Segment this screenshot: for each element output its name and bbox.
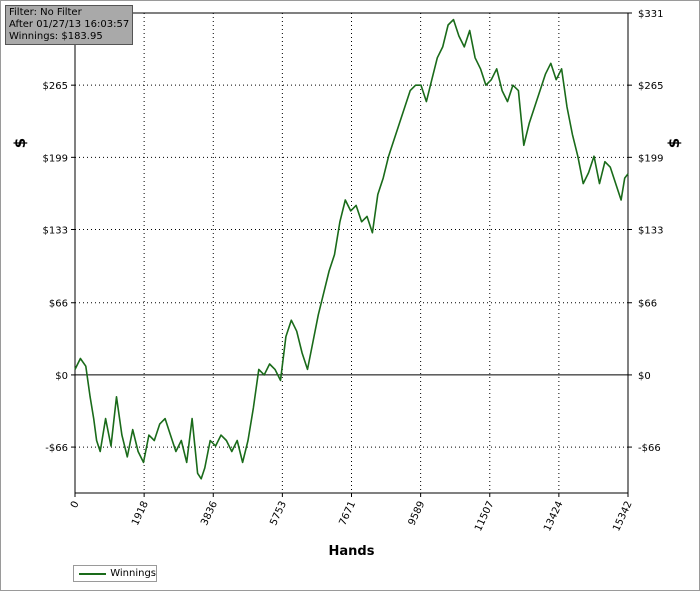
x-tick-label: 1918 — [130, 500, 151, 528]
y-tick-label-right: $331 — [638, 9, 663, 20]
winnings-text: Winnings: $183.95 — [9, 31, 103, 42]
legend-label-winnings: Winnings — [110, 568, 156, 579]
x-tick-label: 7671 — [337, 500, 358, 528]
legend: Winnings — [73, 565, 157, 582]
info-box: Filter: No Filter After 01/27/13 16:03:5… — [5, 5, 134, 45]
y-tick-label-left: $66 — [49, 299, 68, 310]
y-tick-label-left: -$66 — [45, 443, 68, 454]
x-tick-label: 13424 — [542, 500, 565, 533]
y-axis-title-right: $ — [665, 138, 683, 148]
y-tick-label-right: $199 — [638, 153, 663, 164]
y-tick-label-left: $0 — [55, 371, 68, 382]
x-tick-label: 3836 — [199, 500, 220, 528]
label-layer: -$66 -$66 $0 $0 $66 $66 $133 $133 $199 $199 $265 $2… — [11, 9, 683, 559]
y-tick-label-left: $199 — [43, 153, 68, 164]
y-tick-label-right: $66 — [638, 299, 657, 310]
legend-swatch — [79, 572, 107, 575]
x-axis-title: Hands — [329, 544, 375, 559]
x-tick-label: 11507 — [473, 500, 496, 533]
grid-layer — [74, 12, 629, 493]
x-tick-label: 0 — [69, 500, 82, 510]
filter-text: Filter: No Filter — [9, 7, 82, 18]
axis-layer — [71, 12, 632, 497]
y-axis-title-left: $ — [11, 138, 29, 148]
x-tick-label: 15342 — [611, 500, 634, 533]
y-tick-label-left: $265 — [43, 81, 68, 92]
y-tick-label-right: $133 — [638, 225, 663, 236]
x-tick-label: 5753 — [268, 500, 289, 528]
series-layer — [74, 18, 629, 480]
y-tick-label-right: -$66 — [638, 443, 661, 454]
y-tick-label-right: $265 — [638, 81, 663, 92]
session-start-text: After 01/27/13 16:03:57 — [9, 19, 130, 30]
y-tick-label-left: $133 — [43, 225, 68, 236]
y-tick-label-right: $0 — [638, 371, 651, 382]
x-tick-label: 9589 — [407, 500, 428, 528]
series-line-winnings — [74, 18, 629, 480]
plot-border — [74, 12, 629, 494]
